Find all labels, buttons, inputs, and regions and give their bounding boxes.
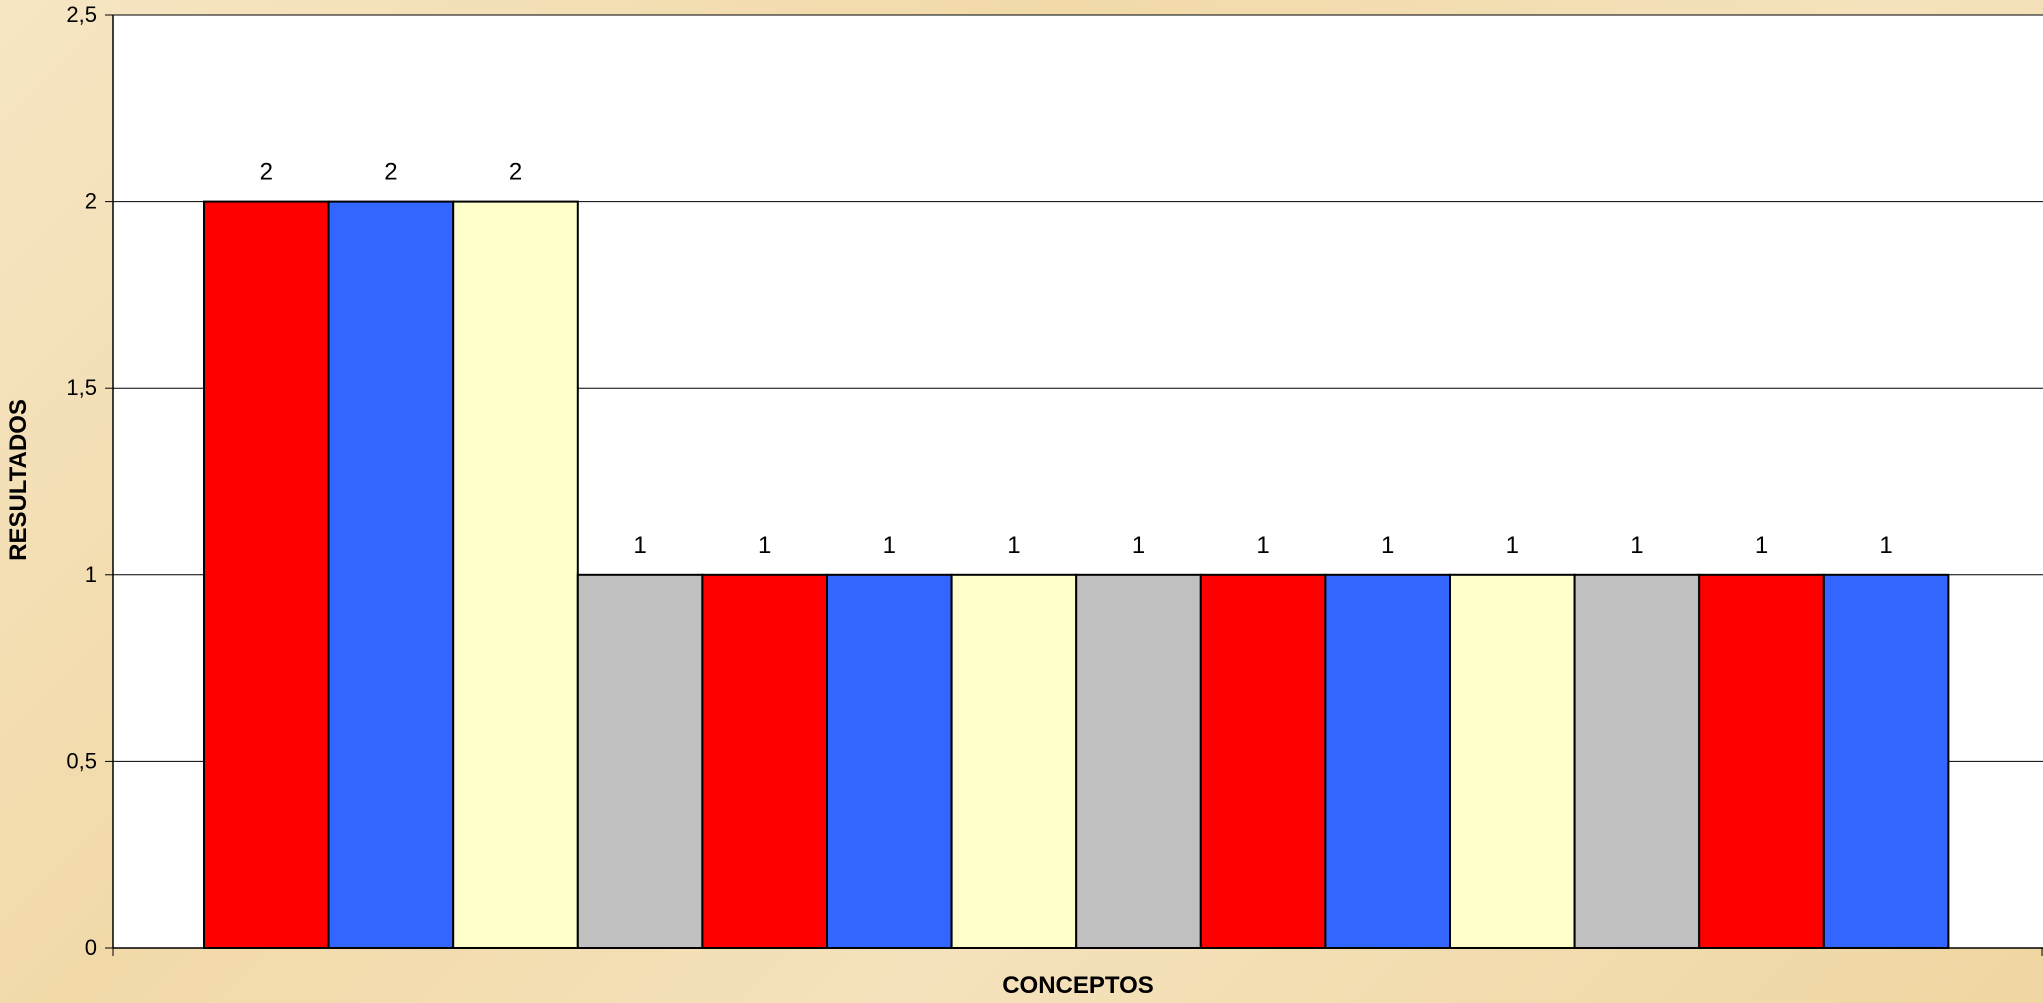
bar <box>1449 573 1576 949</box>
bar <box>1324 573 1452 949</box>
data-label: 1 <box>1755 532 1768 559</box>
bar <box>1573 573 1701 949</box>
data-label: 1 <box>1256 532 1269 559</box>
y-axis-label: RESULTADOS <box>5 399 32 561</box>
data-label: 1 <box>1630 532 1643 559</box>
bar <box>576 573 704 949</box>
data-label: 2 <box>384 159 397 186</box>
data-label: 1 <box>883 532 896 559</box>
y-tick-label: 2,5 <box>66 2 97 27</box>
y-tick-label: 2 <box>85 189 97 214</box>
bar <box>826 573 953 949</box>
data-label: 1 <box>1132 532 1145 559</box>
bar <box>1199 573 1327 949</box>
bar <box>327 200 455 950</box>
bars <box>203 200 1950 950</box>
y-tick-label: 0 <box>85 935 97 960</box>
x-axis-label: CONCEPTOS <box>1002 972 1154 999</box>
data-label: 1 <box>1007 532 1020 559</box>
bar <box>452 200 579 950</box>
y-tick-label: 0,5 <box>66 748 97 773</box>
axes: 0 0,5 1 1,5 2 2,5 <box>66 2 2043 960</box>
data-label: 1 <box>758 532 771 559</box>
bar <box>203 200 330 950</box>
bar <box>1075 573 1202 949</box>
data-label: 1 <box>1879 532 1892 559</box>
data-label: 1 <box>1381 532 1394 559</box>
bar <box>950 573 1078 949</box>
data-label: 2 <box>260 159 273 186</box>
bar <box>701 573 829 949</box>
data-label: 2 <box>509 159 522 186</box>
data-labels: 2 2 2 1 1 1 1 1 1 1 1 1 1 1 <box>260 159 1893 559</box>
data-label: 1 <box>633 532 646 559</box>
y-tick-label: 1 <box>85 562 97 587</box>
y-tick-label: 1,5 <box>66 375 97 400</box>
bar <box>1822 573 1950 949</box>
data-label: 1 <box>1506 532 1519 559</box>
bar <box>1698 573 1825 949</box>
